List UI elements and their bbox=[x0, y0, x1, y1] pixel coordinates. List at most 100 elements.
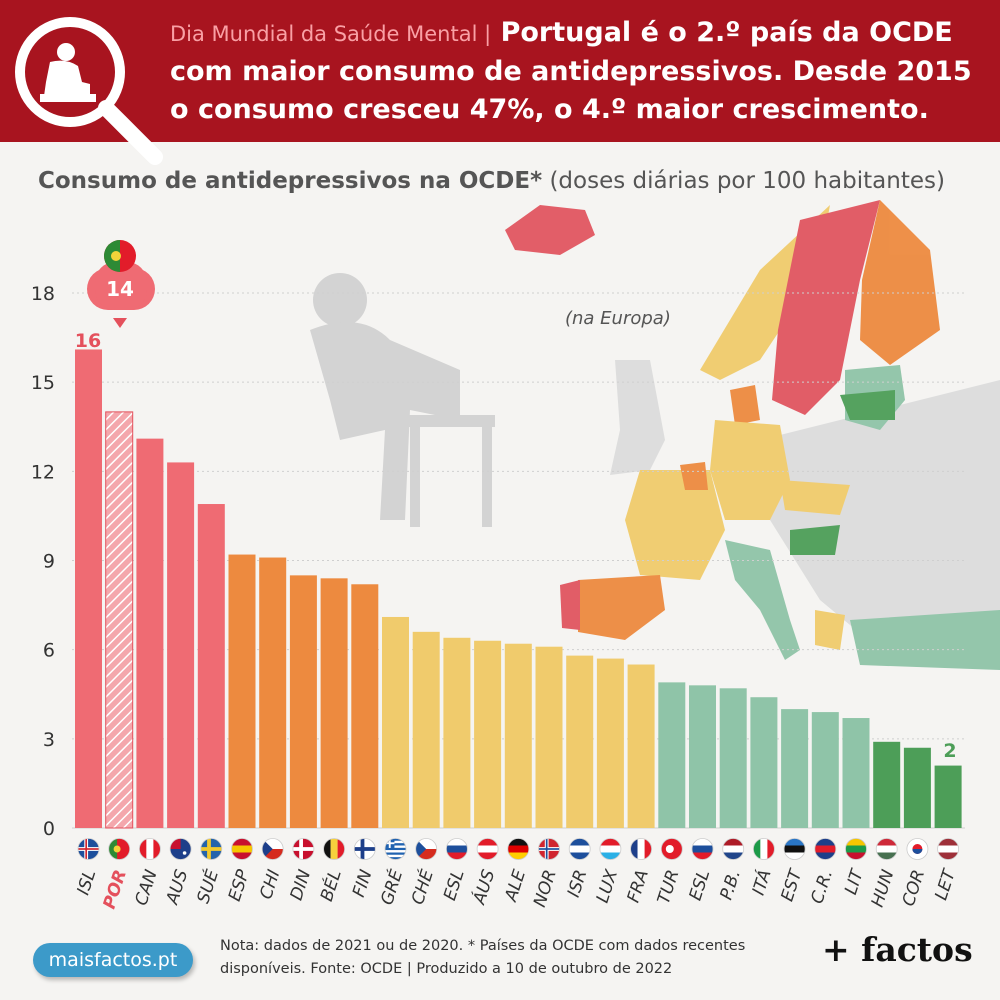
flag-costa-rica-icon bbox=[814, 838, 837, 860]
depression-magnifier-icon bbox=[15, 17, 163, 165]
x-tick-label: ALE bbox=[501, 867, 530, 905]
callout-highlight-value: 14 bbox=[106, 277, 134, 301]
flag-greece-icon bbox=[384, 838, 407, 860]
map-sweden bbox=[772, 200, 880, 415]
value-callouts: 16 2 14 bbox=[75, 240, 957, 762]
x-tick-label: ISR bbox=[564, 867, 592, 899]
map-germany bbox=[710, 420, 790, 520]
flag-icons bbox=[77, 838, 959, 860]
map-denmark bbox=[730, 385, 760, 425]
flag-denmark-icon bbox=[292, 838, 315, 860]
bar-din bbox=[289, 575, 317, 828]
flag-sweden-icon bbox=[200, 838, 223, 860]
callout-last-value: 2 bbox=[943, 740, 956, 762]
bars bbox=[75, 349, 962, 829]
x-tick-label: CAN bbox=[131, 867, 161, 908]
flag-germany-icon bbox=[507, 838, 530, 860]
x-tick-label: CHI bbox=[256, 867, 284, 901]
x-tick-label: FIN bbox=[349, 867, 377, 900]
flag-chile-icon bbox=[261, 838, 284, 860]
portugal-flag-icon bbox=[104, 240, 136, 272]
bar-tur bbox=[658, 682, 686, 828]
bar-est bbox=[781, 709, 809, 828]
x-tick-label: EST bbox=[777, 866, 806, 904]
headline-tag: Dia Mundial da Saúde Mental | bbox=[170, 22, 492, 46]
portugal-highlight-bubble: 14 bbox=[87, 240, 155, 328]
footer-note: Nota: dados de 2021 ou de 2020. * Países… bbox=[220, 938, 746, 977]
map-iceland bbox=[505, 205, 595, 255]
map-italy bbox=[725, 540, 800, 660]
headline: Dia Mundial da Saúde Mental | Portugal é… bbox=[170, 14, 995, 129]
bar-nor bbox=[535, 646, 563, 828]
x-tick-label: ITÁ bbox=[747, 867, 776, 898]
bar-ché bbox=[412, 631, 440, 828]
bar-lux bbox=[596, 658, 624, 828]
map-hungary bbox=[790, 525, 840, 555]
x-tick-label: NOR bbox=[530, 867, 561, 909]
site-link[interactable]: maisfactos.pt bbox=[33, 943, 193, 977]
brand-logo: + factos bbox=[822, 930, 973, 969]
y-tick-label: 18 bbox=[31, 283, 55, 305]
bar-esl bbox=[443, 637, 471, 828]
flag-czechia-icon bbox=[415, 838, 438, 860]
headline-main: Portugal é o 2.º país da OCDE com maior … bbox=[170, 17, 972, 125]
flag-luxembourg-icon bbox=[599, 838, 622, 860]
flag-hungary-icon bbox=[875, 838, 898, 860]
flag-australia-icon bbox=[169, 838, 192, 860]
x-tick-label: ESL bbox=[440, 867, 469, 903]
x-tick-label: CHÉ bbox=[406, 867, 438, 908]
europe-map bbox=[505, 200, 1000, 670]
x-tick-label: DIN bbox=[287, 867, 316, 903]
bar-aus bbox=[167, 462, 195, 828]
x-tick-label: TUR bbox=[654, 867, 684, 906]
y-tick-label: 6 bbox=[43, 640, 55, 662]
x-tick-label: ESL bbox=[686, 867, 715, 903]
flag-iceland-icon bbox=[77, 838, 100, 860]
map-belgium bbox=[680, 462, 708, 490]
bar-fra bbox=[627, 664, 655, 828]
header-banner: Dia Mundial da Saúde Mental | Portugal é… bbox=[0, 0, 1000, 165]
x-tick-label: POR bbox=[100, 867, 131, 911]
x-tick-label: LET bbox=[931, 866, 960, 903]
x-tick-label: SUÉ bbox=[192, 867, 224, 906]
y-tick-label: 9 bbox=[43, 551, 55, 573]
bar-por bbox=[105, 411, 134, 829]
flag-slovenia-icon bbox=[445, 838, 468, 860]
bar-isl bbox=[75, 349, 102, 828]
flag-canada-icon bbox=[138, 838, 161, 860]
y-tick-label: 3 bbox=[43, 729, 55, 751]
x-tick-label: P.B. bbox=[717, 867, 745, 902]
x-tick-labels: ISL POR CAN AUS SUÉ ESP CHI DIN BÉL FIN GRÉ CHÉ ESL Á… bbox=[73, 866, 960, 912]
y-tick-label: 12 bbox=[31, 461, 55, 483]
flag-belgium-icon bbox=[323, 838, 346, 860]
bar-bél bbox=[320, 578, 348, 828]
flag-norway-icon bbox=[538, 838, 560, 860]
map-czech-slovakia bbox=[780, 480, 850, 515]
bar-c.r. bbox=[811, 712, 839, 828]
x-tick-label: LIT bbox=[841, 866, 868, 897]
callout-first-value: 16 bbox=[75, 330, 101, 352]
x-tick-label: GRÉ bbox=[375, 867, 407, 908]
flag-netherlands-icon bbox=[722, 838, 745, 860]
x-tick-label: ISL bbox=[73, 867, 100, 897]
x-tick-label: ÁUS bbox=[467, 867, 499, 908]
x-tick-label: ESP bbox=[225, 867, 254, 904]
flag-austria-icon bbox=[476, 838, 499, 860]
flag-italy-icon bbox=[753, 838, 775, 860]
x-tick-label: COR bbox=[899, 867, 929, 908]
map-spain bbox=[578, 575, 665, 640]
flag-finland-icon bbox=[353, 838, 376, 860]
bar-ale bbox=[504, 643, 532, 828]
bar-isr bbox=[566, 655, 594, 828]
bar-áus bbox=[474, 640, 502, 828]
bar-can bbox=[136, 438, 164, 828]
x-tick-label: FRA bbox=[624, 867, 653, 905]
flag-turkey-icon bbox=[660, 838, 683, 860]
bar-chi bbox=[259, 557, 287, 828]
y-tick-label: 0 bbox=[43, 818, 55, 840]
bar-let bbox=[934, 765, 962, 828]
map-turkey bbox=[850, 610, 1000, 670]
bar-esl bbox=[689, 685, 716, 828]
flag-portugal-icon bbox=[108, 838, 131, 860]
